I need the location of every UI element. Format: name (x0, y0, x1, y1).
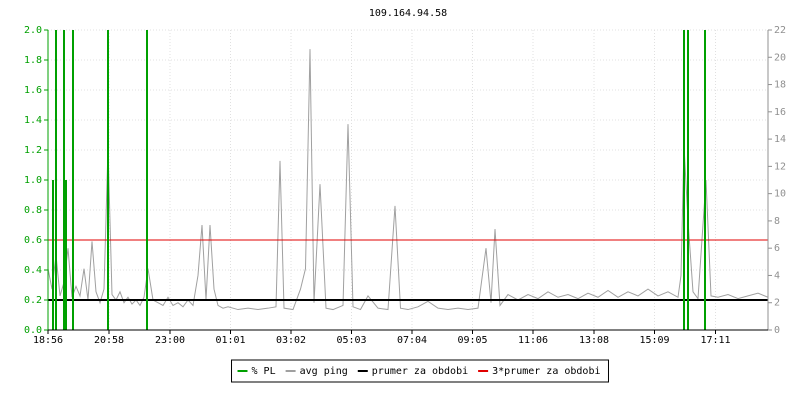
y2-tick-label: 18 (774, 80, 786, 91)
y-tick-label: 0.8 (24, 205, 42, 216)
y2-tick-label: 16 (774, 107, 786, 118)
y-tick-label: 0.0 (24, 325, 42, 336)
y2-tick-label: 20 (774, 52, 786, 63)
y-tick-label: 1.0 (24, 175, 42, 186)
x-tick-label: 09:05 (457, 335, 487, 346)
x-tick-label: 17:11 (700, 335, 730, 346)
x-tick-label: 05:03 (336, 335, 366, 346)
legend-box (231, 359, 609, 383)
y2-tick-label: 8 (774, 216, 780, 227)
y-tick-label: 0.4 (24, 265, 42, 276)
x-tick-label: 01:01 (215, 335, 245, 346)
legend-label: 3*prumer za obdobi (492, 366, 600, 377)
x-tick-label: 11:06 (518, 335, 548, 346)
x-tick-label: 15:09 (639, 335, 669, 346)
x-tick-label: 20:58 (94, 335, 124, 346)
legend: % PL avg ping prumer za obdobi 3*prumer za … (231, 359, 609, 383)
legend-item: prumer za obdobi (357, 366, 468, 377)
y-tick-label: 0.2 (24, 295, 42, 306)
y2-tick-label: 6 (774, 243, 780, 254)
y-tick-label: 1.6 (24, 85, 42, 96)
y2-tick-label: 12 (774, 161, 786, 172)
ping-line (47, 49, 769, 311)
y-tick-label: 1.8 (24, 55, 42, 66)
legend-label: % PL (252, 366, 276, 377)
y-tick-label: 2.0 (24, 25, 42, 36)
y2-tick-label: 10 (774, 189, 786, 200)
y2-tick-label: 2 (774, 298, 780, 309)
y-tick-label: 1.2 (24, 145, 42, 156)
legend-item: % PL (237, 366, 276, 377)
x-tick-label: 23:00 (155, 335, 185, 346)
legend-item: 3*prumer za obdobi (478, 366, 600, 377)
chart-title: 109.164.94.58 (369, 8, 447, 19)
y-tick-label: 0.6 (24, 235, 42, 246)
legend-item: avg ping (285, 366, 348, 377)
legend-label: prumer za obdobi (372, 366, 468, 377)
x-tick-label: 03:02 (276, 335, 306, 346)
x-tick-label: 13:08 (579, 335, 609, 346)
y2-tick-label: 22 (774, 25, 786, 36)
x-tick-label: 07:04 (397, 335, 427, 346)
y2-tick-label: 0 (774, 325, 780, 336)
y2-tick-label: 14 (774, 134, 786, 145)
y-tick-label: 1.4 (24, 115, 42, 126)
x-tick-label: 18:56 (33, 335, 63, 346)
legend-label: avg ping (300, 366, 348, 377)
y2-tick-label: 4 (774, 270, 780, 281)
